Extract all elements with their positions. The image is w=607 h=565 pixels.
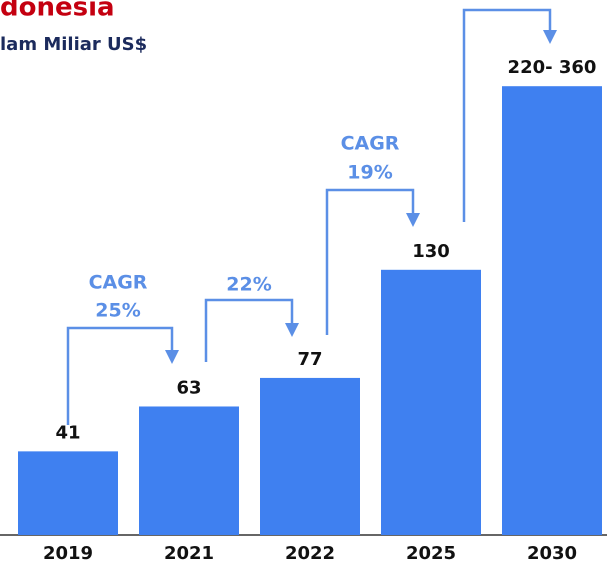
value-label: 63 bbox=[176, 377, 201, 398]
bar bbox=[502, 86, 602, 535]
x-tick-label: 2021 bbox=[164, 543, 214, 564]
annotation: 22% bbox=[226, 274, 271, 296]
value-label: 130 bbox=[412, 241, 450, 262]
value-label: 220- 360 bbox=[508, 57, 597, 78]
bar bbox=[18, 451, 118, 535]
annotation: 25% bbox=[95, 300, 140, 322]
annotation: CAGR bbox=[89, 272, 148, 294]
x-tick-label: 2022 bbox=[285, 543, 335, 564]
x-tick-label: 2025 bbox=[406, 543, 456, 564]
chart-subtitle: lam Miliar US$ bbox=[0, 34, 147, 55]
arrow-head bbox=[543, 30, 557, 44]
x-tick-label: 2019 bbox=[43, 543, 93, 564]
x-tick-label: 2030 bbox=[527, 543, 577, 564]
value-label: 77 bbox=[297, 349, 322, 370]
value-label: 41 bbox=[55, 422, 80, 443]
arrow-head bbox=[285, 323, 299, 337]
arrow bbox=[325, 188, 415, 335]
bar bbox=[260, 377, 360, 535]
cagr-arrows bbox=[66, 8, 557, 425]
annotation: CAGR bbox=[341, 133, 400, 155]
arrow bbox=[66, 326, 174, 425]
arrow-head bbox=[406, 213, 420, 227]
arrow bbox=[462, 8, 552, 222]
annotation: 19% bbox=[347, 162, 392, 184]
bar bbox=[381, 269, 481, 535]
chart-title: donesia bbox=[0, 0, 115, 23]
arrow bbox=[204, 298, 294, 362]
arrow-head bbox=[165, 350, 179, 364]
bar bbox=[139, 406, 239, 535]
